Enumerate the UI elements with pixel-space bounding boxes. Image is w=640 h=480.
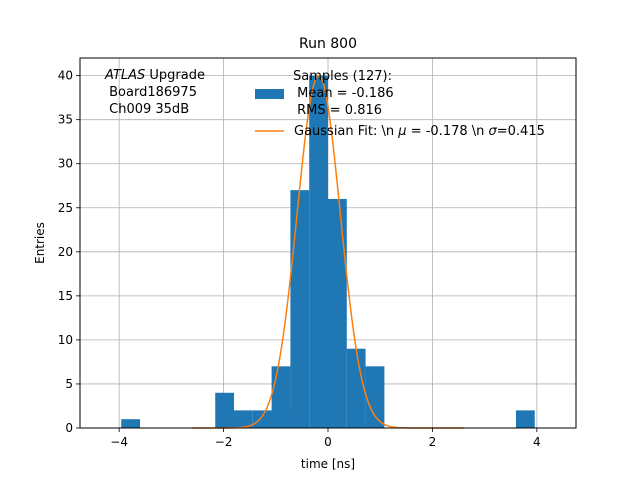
histogram-bar [328, 198, 347, 428]
y-tick-label: 40 [58, 69, 73, 83]
histogram-bar [234, 410, 253, 428]
histogram-bars [121, 75, 535, 428]
legend-samples-line-2: Mean = -0.186 [293, 86, 394, 101]
legend-samples-line-3: RMS = 0.816 [293, 103, 382, 118]
experiment-annotation: ATLAS Upgrade Board186975 Ch009 35dB [104, 68, 205, 117]
legend-fit-mu: μ [397, 124, 406, 139]
y-tick-label: 25 [58, 201, 73, 215]
y-tick-label: 15 [58, 289, 73, 303]
legend-fit-prefix: Gaussian Fit: \n [294, 124, 398, 139]
legend-fit-suffix: =0.415 [497, 124, 545, 139]
svg-text:Gaussian Fit: \n μ = -0.178 \n: Gaussian Fit: \n μ = -0.178 \n σ=0.415 [294, 124, 545, 139]
annotation-channel: Ch009 35dB [105, 102, 189, 117]
legend: Samples (127): Mean = -0.186 RMS = 0.816… [255, 69, 545, 139]
histogram-bar [515, 410, 535, 428]
histogram-bar [271, 366, 291, 428]
annotation-atlas-italic: ATLAS [104, 68, 145, 83]
y-tick-label: 30 [58, 157, 73, 171]
y-axis-ticks: 0 5 10 15 20 25 30 35 40 [58, 69, 80, 435]
y-tick-label: 0 [65, 421, 73, 435]
histogram-bar [309, 75, 328, 428]
y-tick-label: 20 [58, 245, 73, 259]
y-tick-label: 5 [65, 377, 73, 391]
histogram-bar [252, 410, 272, 428]
legend-histogram-swatch [255, 89, 284, 99]
histogram-bar [215, 392, 235, 428]
x-tick-label: 4 [533, 435, 541, 449]
legend-fit-sigma: σ [489, 124, 498, 139]
x-axis-label: time [ns] [301, 457, 355, 471]
histogram-bar [290, 190, 310, 428]
x-tick-label: −4 [110, 435, 128, 449]
legend-fit-mid: = -0.178 \n [407, 124, 489, 139]
x-tick-label: 2 [429, 435, 437, 449]
x-axis-ticks: −4 −2 0 2 4 [110, 428, 541, 449]
histogram-bar [346, 348, 366, 428]
x-tick-label: −2 [215, 435, 233, 449]
histogram-bar [365, 366, 385, 428]
legend-samples-line-1: Samples (127): [293, 69, 392, 84]
x-tick-label: 0 [324, 435, 332, 449]
y-axis-label: Entries [33, 222, 47, 264]
y-tick-label: 10 [58, 333, 73, 347]
chart-title: Run 800 [299, 36, 357, 52]
histogram-bar [121, 419, 141, 428]
annotation-board: Board186975 [105, 85, 197, 100]
y-tick-label: 35 [58, 113, 73, 127]
svg-text:ATLAS Upgrade: ATLAS Upgrade [104, 68, 205, 83]
annotation-upgrade: Upgrade [145, 68, 205, 83]
